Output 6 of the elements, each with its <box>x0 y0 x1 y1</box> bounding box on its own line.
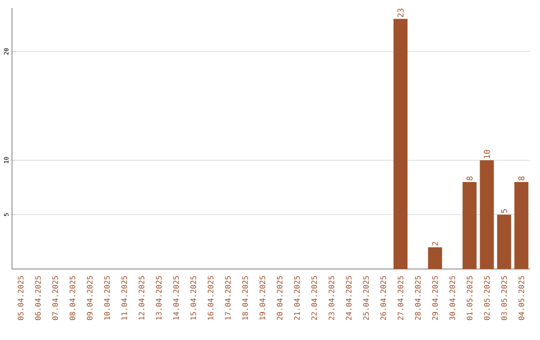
bar <box>497 214 512 269</box>
bar <box>480 160 494 269</box>
bar <box>462 182 477 269</box>
bar <box>394 18 408 269</box>
bar <box>428 247 442 269</box>
bar <box>514 182 528 269</box>
